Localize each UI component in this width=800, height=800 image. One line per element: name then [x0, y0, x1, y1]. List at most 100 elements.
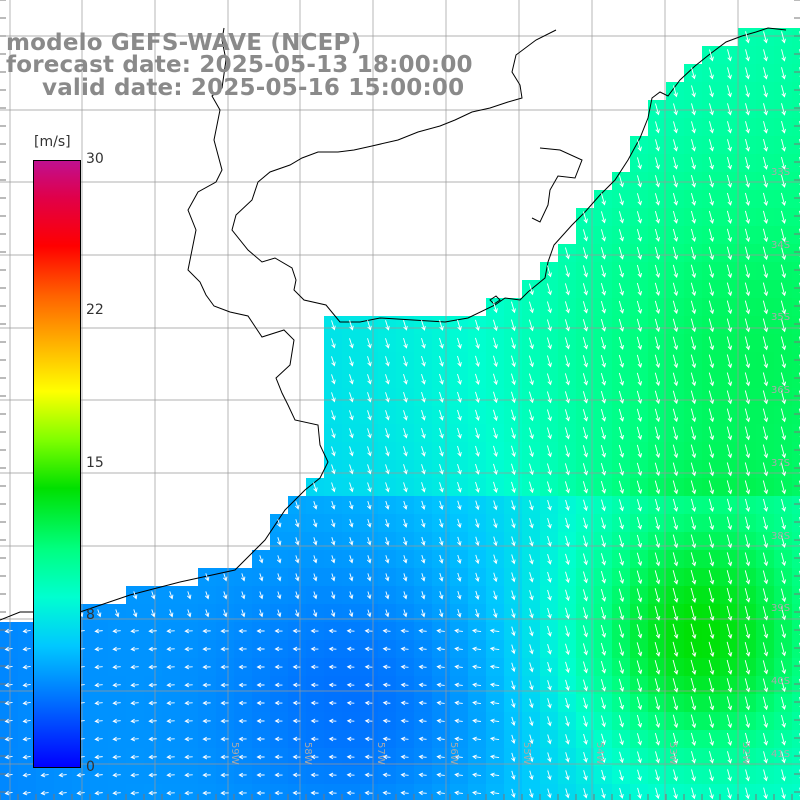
wind-arrow [457, 427, 462, 439]
wind-arrow [654, 444, 661, 459]
wind-arrow [654, 641, 661, 657]
wind-arrow [150, 591, 156, 600]
wind-arrow [384, 609, 390, 618]
wind-arrow [582, 589, 588, 602]
wind-cell [162, 784, 181, 800]
wind-arrow [511, 554, 516, 565]
wind-arrow [366, 537, 372, 546]
wind-arrow [600, 247, 606, 260]
wind-arrow [402, 555, 408, 564]
wind-arrow [564, 283, 570, 296]
wind-arrow [528, 283, 534, 296]
wind-arrow [418, 754, 427, 760]
wind-arrow [672, 480, 679, 495]
wind-arrow [762, 660, 769, 675]
longitude-label: 56W [448, 742, 459, 765]
wind-arrow [184, 628, 193, 634]
wind-arrow [166, 718, 175, 724]
wind-arrow [565, 752, 570, 763]
wind-arrow [276, 555, 282, 564]
wind-arrow [292, 664, 301, 670]
wind-arrow [400, 736, 409, 742]
wind-arrow [780, 480, 787, 495]
wind-cell [792, 658, 800, 677]
wind-arrow [690, 228, 697, 242]
wind-arrow [384, 537, 390, 546]
wind-arrow [112, 718, 121, 724]
wind-arrow [58, 772, 67, 778]
wind-arrow [600, 660, 606, 674]
wind-arrow [618, 444, 625, 458]
model-title: modelo GEFS-WAVE (NCEP) [6, 30, 362, 56]
wind-arrow [421, 337, 426, 349]
wind-arrow [582, 643, 588, 656]
wind-arrow [654, 246, 661, 260]
wind-arrow [493, 337, 498, 350]
wind-arrow [348, 591, 354, 600]
wind-arrow [690, 390, 697, 405]
wind-arrow [330, 573, 336, 582]
wind-arrow [328, 754, 337, 760]
wind-arrow [708, 587, 715, 603]
wind-arrow [547, 607, 552, 619]
wind-arrow [672, 282, 679, 297]
wind-arrow [546, 301, 552, 314]
wind-arrow [439, 427, 444, 439]
wind-arrow [186, 591, 192, 600]
wind-arrow [708, 426, 715, 441]
wind-arrow [654, 462, 661, 477]
color-scale-bar [33, 160, 81, 768]
wind-arrow [618, 354, 625, 368]
wind-arrow [385, 320, 390, 331]
wind-arrow [403, 428, 408, 439]
wind-arrow [564, 481, 570, 494]
wind-cell [216, 784, 235, 800]
wind-arrow [672, 175, 678, 188]
wind-arrow [618, 318, 625, 332]
wind-arrow [528, 355, 534, 368]
wind-arrow [690, 354, 697, 369]
wind-arrow [367, 519, 372, 528]
wind-arrow [583, 697, 588, 710]
wind-arrow [600, 445, 606, 458]
wind-arrow [654, 678, 661, 693]
wind-arrow [310, 682, 319, 688]
wind-arrow [331, 446, 336, 457]
wind-arrow [672, 714, 679, 729]
wind-arrow [367, 428, 372, 439]
wind-arrow [528, 409, 534, 422]
wind-arrow [744, 462, 751, 477]
wind-cell [792, 460, 800, 479]
wind-arrow [457, 391, 462, 403]
wind-arrow [636, 282, 643, 296]
wind-arrow [600, 535, 606, 548]
wind-arrow [403, 518, 408, 528]
wind-arrow [690, 192, 696, 206]
wind-arrow [4, 754, 13, 760]
wind-arrow [385, 518, 390, 528]
wind-arrow [636, 211, 642, 224]
wind-arrow [421, 319, 426, 331]
wind-arrow [258, 555, 264, 564]
wind-arrow [493, 481, 498, 493]
valid-date: valid date: 2025-05-16 15:00:00 [42, 75, 465, 101]
wind-arrow [472, 718, 481, 724]
wind-arrow [294, 573, 300, 582]
wind-arrow [364, 682, 373, 688]
wind-arrow [256, 628, 265, 634]
wind-arrow [475, 518, 480, 529]
wind-arrow [780, 624, 787, 639]
wind-arrow [310, 736, 319, 742]
wind-arrow [636, 534, 643, 548]
wind-cell [792, 262, 800, 281]
wind-arrow [130, 772, 139, 778]
wind-arrow [727, 67, 732, 80]
wind-arrow [489, 790, 500, 796]
wind-arrow [529, 590, 534, 601]
wind-arrow [475, 373, 480, 386]
wind-arrow [547, 716, 552, 727]
wind-arrow [744, 372, 751, 387]
wind-arrow [564, 355, 570, 368]
wind-arrow [762, 516, 768, 531]
wind-arrow [690, 534, 697, 549]
